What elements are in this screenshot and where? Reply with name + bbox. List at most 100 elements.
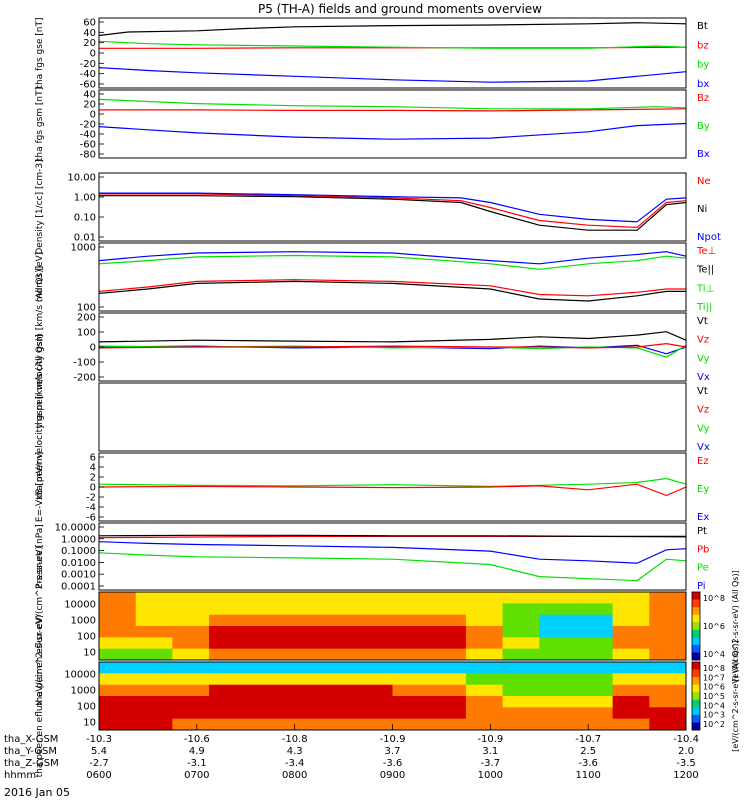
heatmap-cell — [355, 592, 393, 604]
legend-entry: Ne — [697, 176, 711, 187]
heatmap-cell — [135, 592, 173, 604]
y-tick-label: -2 — [86, 493, 96, 504]
heatmap-cell — [429, 673, 467, 686]
series-line-1 — [98, 22, 687, 37]
legend-entry: Te⊥ — [696, 246, 716, 257]
colorbar-tick-label: 10^4 — [703, 650, 725, 659]
heatmap-cell — [135, 718, 173, 731]
heatmap-cell — [172, 614, 210, 627]
y-tick-label: 40 — [83, 90, 96, 101]
heatmap-cell — [429, 637, 467, 650]
series-line-2 — [98, 483, 687, 497]
y-tick-label: 0.0010 — [61, 570, 96, 581]
heatmap-cell — [245, 603, 283, 616]
heatmap-cell — [502, 626, 540, 638]
ephemeris-row-label: hhmm — [4, 770, 36, 781]
y-tick-label: 20 — [83, 100, 96, 111]
heatmap-cell — [392, 673, 430, 686]
heatmap-cell — [612, 592, 650, 604]
series-line-4 — [98, 342, 687, 349]
heatmap-cell — [99, 614, 137, 627]
heatmap-cell — [429, 614, 467, 627]
heatmap-cell — [245, 662, 283, 674]
heatmap-cell — [209, 603, 247, 616]
heatmap-cell — [612, 614, 650, 627]
y-tick-label: 4 — [90, 463, 96, 474]
y-tick-label: 10.0000 — [55, 523, 96, 534]
heatmap-cell — [575, 648, 614, 661]
heatmap-cell — [282, 614, 320, 627]
ephemeris-value: -10.3 — [86, 734, 112, 745]
heatmap-cell — [392, 614, 430, 627]
heatmap-cell — [99, 718, 137, 731]
heatmap-cell — [392, 637, 430, 650]
heatmap-cell — [99, 648, 137, 661]
heatmap-cell — [245, 696, 283, 708]
y-tick-label: -20 — [80, 59, 96, 70]
panel-10: 10^810^710^610^510^410^310^2100001000100… — [35, 615, 740, 778]
heatmap-cell — [245, 637, 283, 650]
heatmap-cell — [575, 662, 614, 674]
colorbar-segment — [692, 722, 700, 731]
colorbar-segment — [692, 662, 700, 671]
legend-entry: Ti⊥ — [696, 283, 714, 294]
heatmap-cell — [209, 673, 247, 686]
series-line-1 — [98, 331, 687, 343]
heatmap-cell — [99, 684, 137, 697]
heatmap-cell — [99, 707, 137, 720]
heatmap-cell — [319, 637, 357, 650]
heatmap-cell — [209, 662, 247, 674]
y-axis-label: tha peir en eflux eV/(cm^2-s-sr-eV) — [35, 546, 45, 706]
legend-entry: Bx — [697, 149, 710, 160]
series-line-4 — [98, 67, 687, 83]
heatmap-cell — [502, 707, 540, 720]
panel-3: 10.00 1.00 0.10 0.01 Ne Ni Npot Density [1/cc] … — [35, 159, 721, 254]
colorbar-segment — [692, 652, 700, 661]
y-tick-label: 1.0000 — [61, 534, 96, 545]
heatmap-cell — [429, 626, 467, 638]
legend-entry: Ni — [697, 204, 707, 215]
heatmap-cell — [612, 637, 650, 650]
heatmap-cell — [282, 603, 320, 616]
ephemeris-value: -3.1 — [187, 758, 207, 769]
heatmap-cell — [319, 696, 357, 708]
heatmap-cell — [282, 673, 320, 686]
heatmap-cell — [172, 673, 210, 686]
heatmap-cell — [539, 603, 577, 616]
heatmap-cell — [392, 662, 430, 674]
colorbar-segment — [692, 707, 700, 716]
heatmap-cell — [319, 592, 357, 604]
heatmap-cell — [392, 603, 430, 616]
heatmap-cell — [99, 696, 137, 708]
heatmap-cell — [209, 707, 247, 720]
y-tick-label: 0.0100 — [61, 558, 96, 569]
y-tick-label: 0 — [90, 49, 96, 60]
y-tick-label: 0.0001 — [61, 582, 96, 593]
y-tick-label: -60 — [80, 140, 96, 151]
heatmap-cell — [319, 684, 357, 697]
heatmap-cell — [575, 603, 614, 616]
heatmap-cell — [429, 707, 467, 720]
legend-entry: Te|| — [696, 265, 714, 276]
y-axis-label: tha fgs gsm [nT] — [35, 87, 45, 161]
ephemeris-row-label: tha_Z-GSM — [4, 758, 59, 769]
legend-entry: Vy — [697, 423, 710, 434]
ephemeris-value: -3.7 — [481, 758, 501, 769]
ephemeris-value: 0800 — [282, 770, 307, 781]
panel-frame — [98, 312, 687, 382]
ephemeris-row-label: tha_X-GSM — [4, 734, 58, 745]
legend-entry: bx — [697, 79, 709, 90]
y-tick-label: 0 — [90, 483, 96, 494]
ephemeris-value: 4.9 — [189, 746, 205, 757]
heatmap-cell — [135, 662, 173, 674]
panel-frame — [98, 17, 687, 89]
y-tick-label: 10 — [83, 718, 96, 729]
y-tick-label: 0.10 — [74, 213, 96, 224]
ephemeris-value: 2.5 — [580, 746, 596, 757]
heatmap-cell — [99, 603, 137, 616]
heatmap-cell — [612, 626, 650, 638]
heatmap-cell — [282, 696, 320, 708]
heatmap-cell — [172, 648, 210, 661]
colorbar-label: [eV/(cm^2-s-sr-eV) (All Qs)] — [731, 640, 740, 751]
